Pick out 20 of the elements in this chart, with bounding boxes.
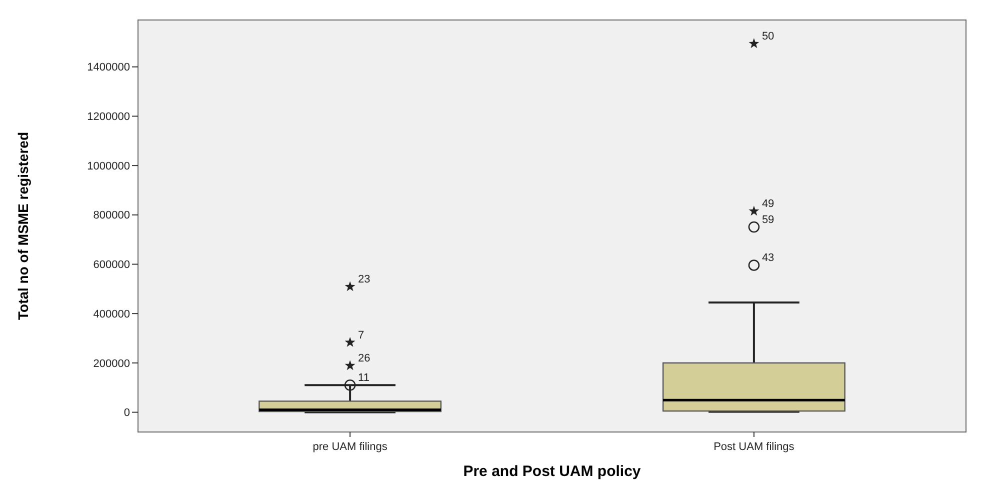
annotation: 43 [762,252,774,264]
annotation: 23 [358,274,370,286]
y-axis-title: Total no of MSME registered [15,132,31,320]
y-tick-label: 800000 [93,210,130,222]
annotation: 59 [762,214,774,226]
annotation: 50 [762,30,774,43]
x-tick-label: pre UAM filings [312,441,388,453]
annotation: 26 [358,352,370,365]
y-tick-label: 200000 [93,358,130,370]
annotation: 7 [358,329,364,342]
annotation: 49 [762,198,774,210]
y-tick-label: 400000 [93,308,130,320]
y-tick-label: 1400000 [87,62,130,74]
x-tick-label: Post UAM filings [714,441,795,453]
x-axis-title: Pre and Post UAM policy [463,463,642,480]
y-tick-label: 1000000 [87,160,130,172]
y-tick-label: 0 [124,407,130,420]
y-tick-label: 1200000 [87,111,130,124]
annotation: 11 [358,372,370,384]
y-tick-label: 600000 [93,259,130,272]
